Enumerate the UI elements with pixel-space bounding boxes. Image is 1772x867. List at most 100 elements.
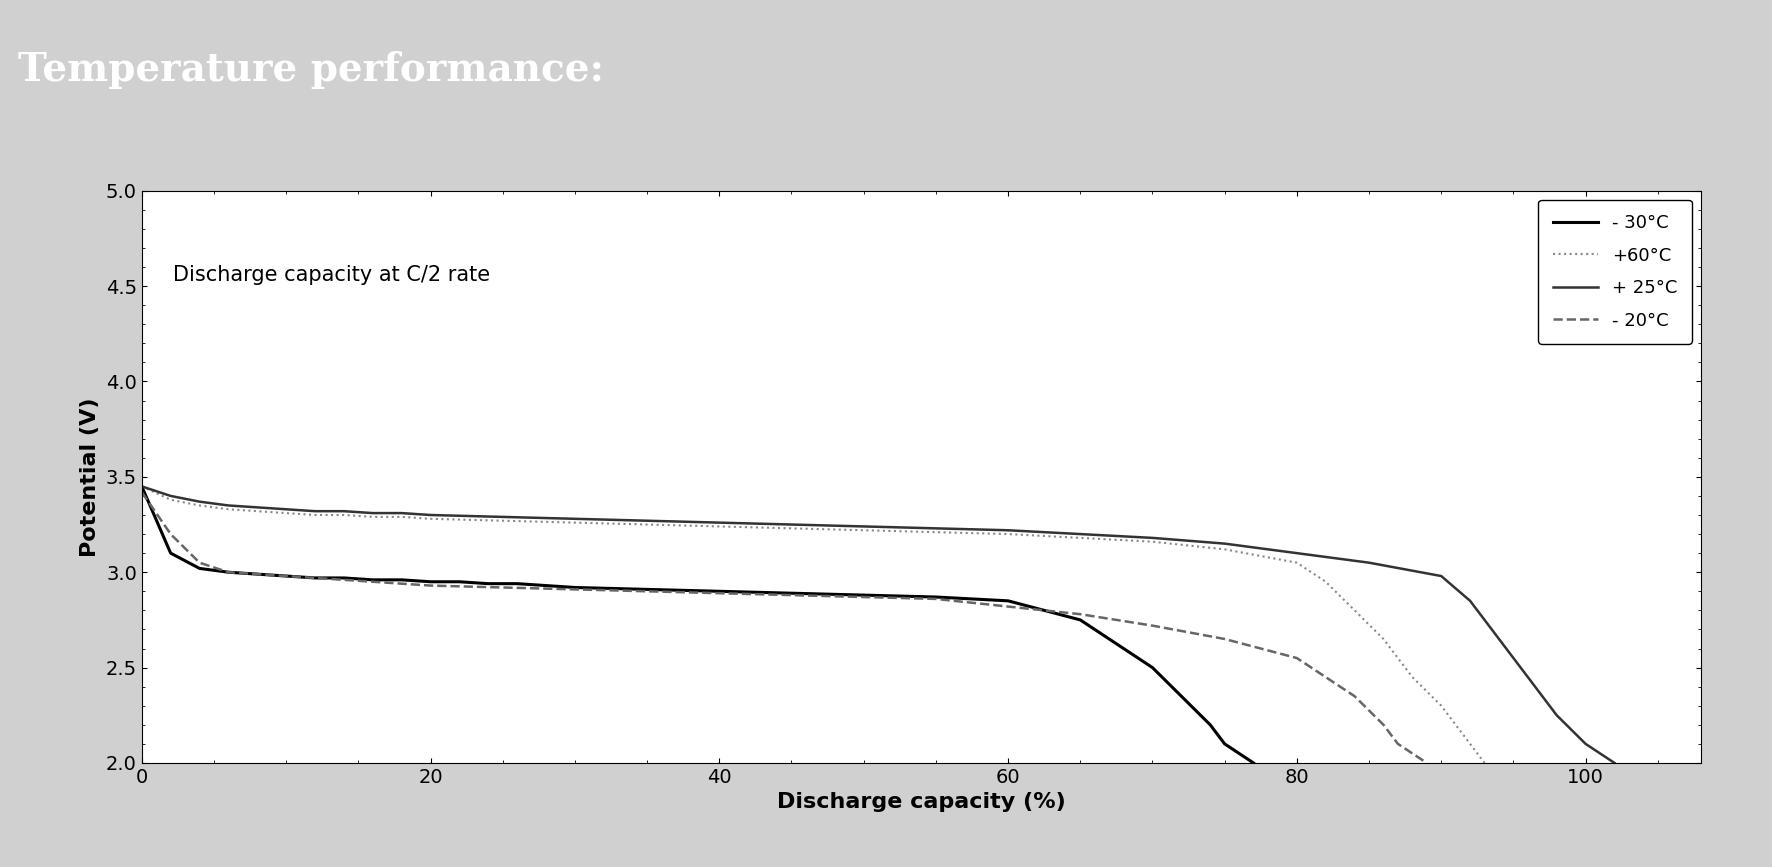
+ 25°C (1286, 548, 1308, 558)
+ 25°C (925, 523, 946, 533)
- 20°C (1070, 609, 1092, 619)
- 20°C (420, 580, 441, 590)
+60°C (1402, 672, 1423, 682)
Text: Temperature performance:: Temperature performance: (18, 51, 604, 89)
- 20°C (131, 487, 152, 498)
X-axis label: Discharge capacity (%): Discharge capacity (%) (778, 792, 1065, 812)
+60°C (1141, 537, 1162, 547)
- 30°C (781, 588, 803, 598)
+ 25°C (305, 506, 326, 517)
- 30°C (218, 567, 239, 577)
+60°C (781, 523, 803, 533)
+ 25°C (852, 521, 874, 531)
- 20°C (1416, 758, 1437, 768)
- 20°C (998, 602, 1019, 612)
+ 25°C (159, 491, 181, 501)
- 20°C (636, 586, 657, 596)
+ 25°C (1488, 634, 1510, 644)
+60°C (361, 512, 383, 522)
+60°C (563, 518, 585, 528)
- 30°C (478, 578, 500, 589)
- 30°C (392, 575, 413, 585)
- 20°C (246, 569, 268, 579)
+60°C (420, 513, 441, 524)
+ 25°C (420, 510, 441, 520)
+60°C (1286, 557, 1308, 568)
+60°C (1315, 577, 1336, 587)
+ 25°C (392, 508, 413, 518)
Line: - 30°C: - 30°C (142, 486, 1253, 763)
- 20°C (781, 590, 803, 600)
+ 25°C (636, 516, 657, 526)
Text: Discharge capacity at C/2 rate: Discharge capacity at C/2 rate (174, 265, 491, 285)
- 30°C (1070, 615, 1092, 625)
+60°C (190, 500, 211, 511)
- 20°C (563, 584, 585, 595)
+60°C (218, 504, 239, 514)
+ 25°C (1589, 748, 1611, 759)
- 30°C (448, 577, 470, 587)
+ 25°C (1460, 596, 1481, 606)
- 30°C (420, 577, 441, 587)
- 30°C (131, 481, 152, 492)
- 20°C (852, 592, 874, 603)
- 20°C (1402, 748, 1423, 759)
- 20°C (305, 573, 326, 583)
- 20°C (1373, 720, 1395, 730)
Line: + 25°C: + 25°C (142, 486, 1614, 763)
+60°C (636, 519, 657, 530)
+60°C (852, 525, 874, 536)
- 30°C (636, 584, 657, 595)
+60°C (493, 516, 514, 526)
+60°C (392, 512, 413, 522)
+ 25°C (1359, 557, 1380, 568)
- 20°C (333, 575, 354, 585)
- 30°C (1141, 662, 1162, 673)
- 30°C (709, 586, 730, 596)
- 30°C (1228, 748, 1249, 759)
+60°C (1430, 701, 1451, 711)
Line: +60°C: +60°C (142, 486, 1485, 763)
+ 25°C (1547, 710, 1568, 720)
- 30°C (1214, 739, 1235, 749)
- 30°C (535, 580, 556, 590)
+ 25°C (781, 519, 803, 530)
- 20°C (159, 529, 181, 539)
- 20°C (218, 567, 239, 577)
- 20°C (1343, 691, 1364, 701)
- 30°C (852, 590, 874, 600)
- 30°C (333, 573, 354, 583)
+ 25°C (190, 497, 211, 507)
- 20°C (925, 594, 946, 604)
- 30°C (190, 564, 211, 574)
- 30°C (361, 575, 383, 585)
+ 25°C (218, 500, 239, 511)
+ 25°C (1604, 758, 1625, 768)
+ 25°C (275, 504, 296, 514)
+ 25°C (333, 506, 354, 517)
+60°C (1460, 739, 1481, 749)
- 30°C (507, 578, 528, 589)
- 30°C (275, 570, 296, 581)
Y-axis label: Potential (V): Potential (V) (80, 397, 101, 557)
- 30°C (305, 573, 326, 583)
+ 25°C (1575, 739, 1597, 749)
+60°C (275, 508, 296, 518)
- 20°C (361, 577, 383, 587)
+ 25°C (361, 508, 383, 518)
- 20°C (1214, 634, 1235, 644)
+60°C (246, 506, 268, 517)
+ 25°C (131, 481, 152, 492)
+60°C (1214, 544, 1235, 555)
+ 25°C (1517, 672, 1538, 682)
+ 25°C (1141, 532, 1162, 543)
- 20°C (1387, 739, 1409, 749)
- 20°C (275, 570, 296, 581)
- 30°C (1200, 720, 1221, 730)
- 30°C (159, 548, 181, 558)
+ 25°C (1070, 529, 1092, 539)
- 20°C (1141, 621, 1162, 631)
- 30°C (998, 596, 1019, 606)
- 20°C (1315, 672, 1336, 682)
+60°C (333, 510, 354, 520)
